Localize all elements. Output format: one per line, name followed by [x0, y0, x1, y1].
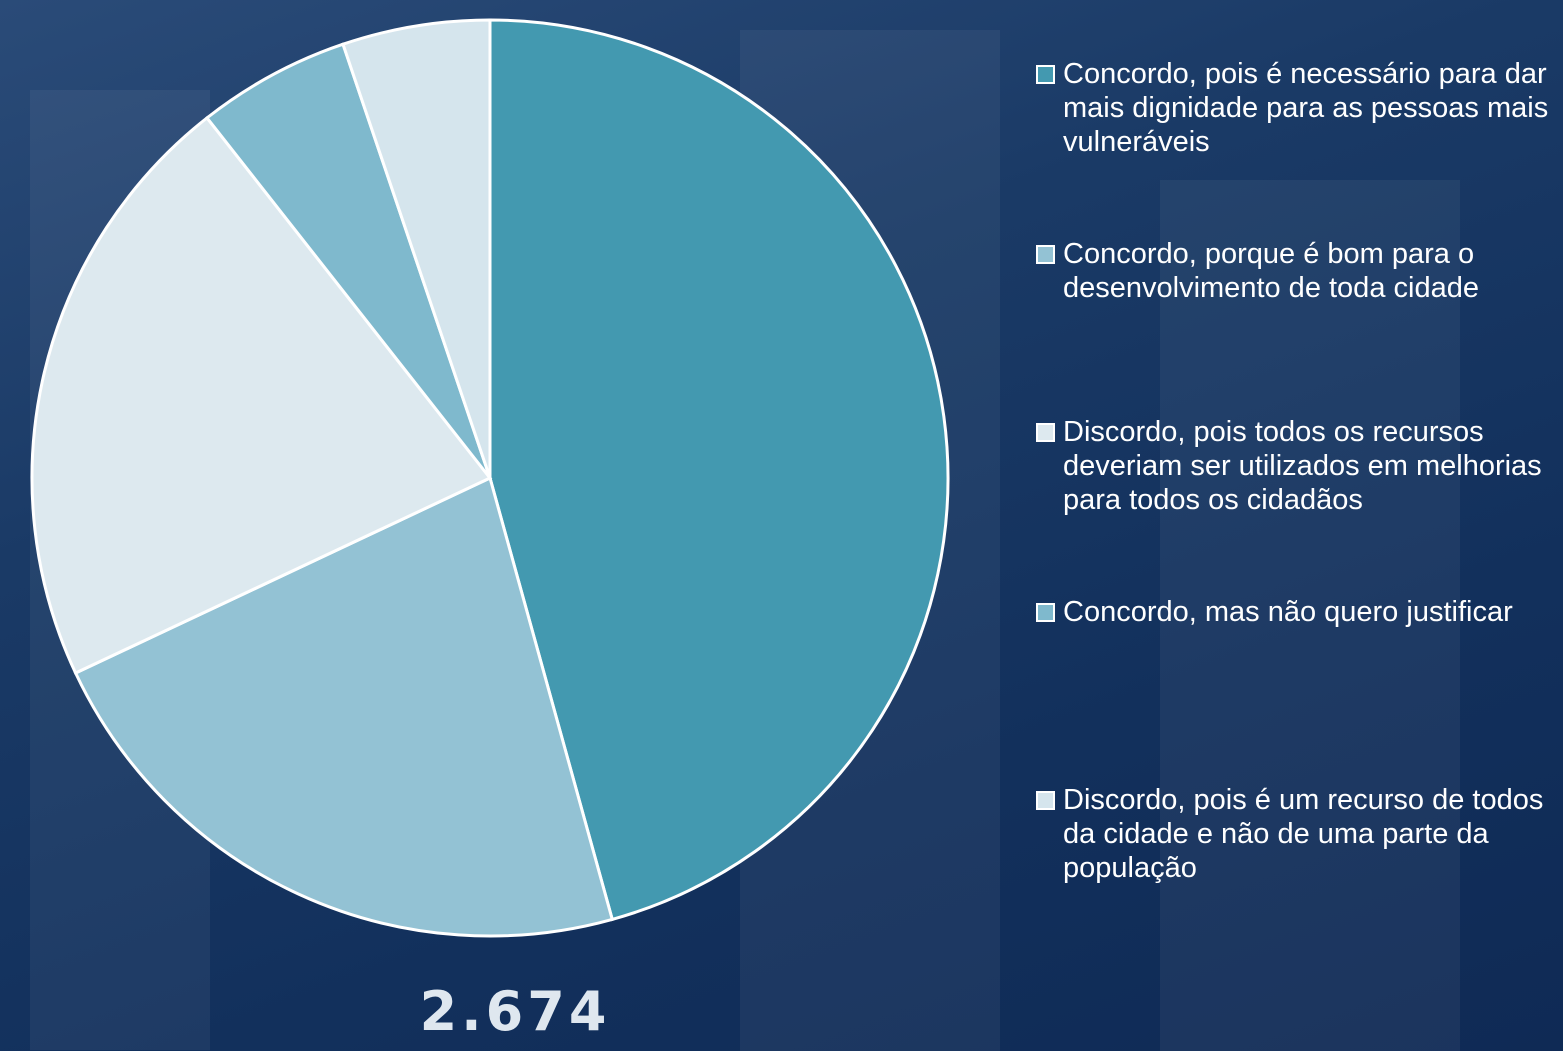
- pie-slice: [341, 18, 492, 479]
- legend-item: Concordo, pois é necessário para dar mai…: [1036, 57, 1556, 159]
- pie-slice: [30, 115, 493, 676]
- legend-swatch: [1036, 603, 1055, 622]
- legend-label: Concordo, mas não quero justificar: [1063, 596, 1513, 628]
- legend-item: Discordo, pois é um recurso de todos da …: [1036, 783, 1556, 885]
- pie-slice: [488, 18, 950, 922]
- legend-label: Concordo, porque é bom para o desenvolvi…: [1063, 238, 1479, 304]
- legend-swatch: [1036, 65, 1055, 84]
- legend-swatch: [1036, 245, 1055, 264]
- pie-slice: [204, 42, 492, 479]
- legend-swatch: [1036, 423, 1055, 442]
- legend-label: Discordo, pois todos os recursos deveria…: [1063, 416, 1542, 516]
- background-building: [1160, 180, 1460, 1051]
- pie-chart: [30, 18, 950, 938]
- legend-item: Concordo, mas não quero justificar: [1036, 595, 1556, 629]
- pie-slice: [73, 475, 615, 938]
- total-label: 2.674: [419, 980, 611, 1043]
- legend-label: Discordo, pois é um recurso de todos da …: [1063, 784, 1544, 884]
- legend-item: Concordo, porque é bom para o desenvolvi…: [1036, 237, 1556, 305]
- legend-swatch: [1036, 791, 1055, 810]
- legend-item: Discordo, pois todos os recursos deveria…: [1036, 415, 1556, 517]
- legend-label: Concordo, pois é necessário para dar mai…: [1063, 58, 1549, 158]
